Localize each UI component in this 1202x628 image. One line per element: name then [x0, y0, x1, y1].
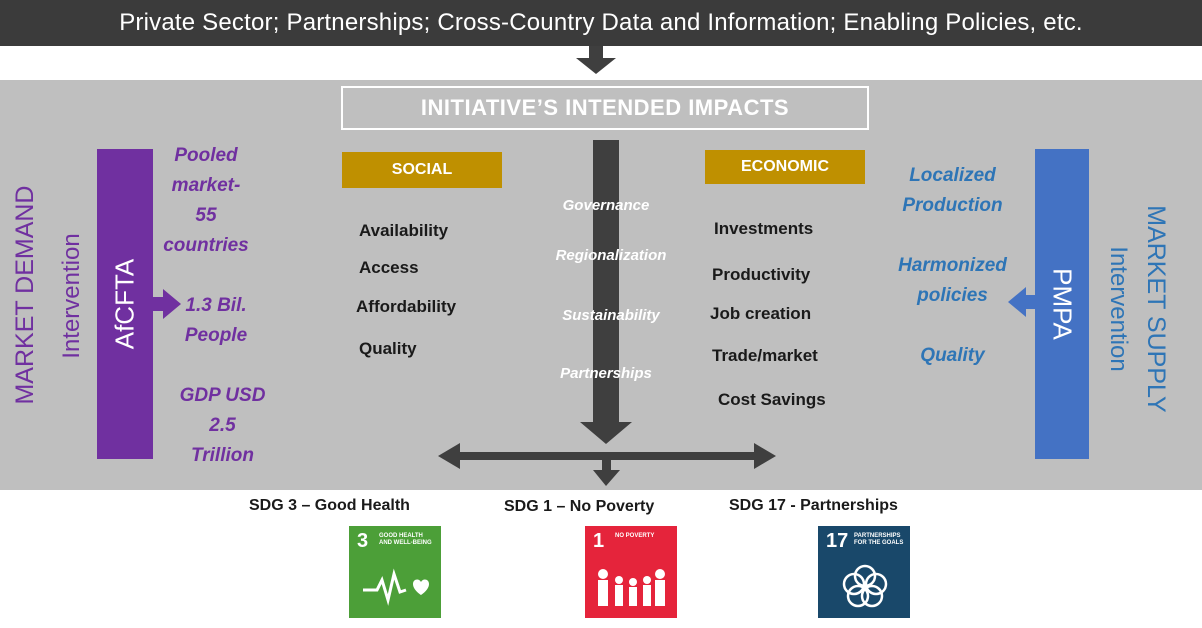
economic-item: Trade/market: [712, 346, 818, 365]
sdg-3-label: SDG 3 – Good Health: [249, 497, 410, 514]
right-stat-2: Harmonized policies: [898, 255, 1007, 306]
left-stat-2: 1.3 Bil. People: [184, 295, 248, 346]
sdg-3-number: 3: [357, 530, 369, 552]
right-stat-3: Quality: [920, 345, 985, 366]
sdg-1-number: 1: [593, 530, 605, 552]
sdg-3-tile: 3 GOOD HEALTH AND WELL-BEING: [349, 526, 441, 618]
afcfta-arrow: [150, 289, 181, 319]
economic-item: Cost Savings: [718, 390, 826, 409]
right-intervention-label: Intervention: [1105, 246, 1132, 372]
economic-item: Job creation: [710, 304, 812, 323]
right-stat-1: Localized Production: [902, 165, 1003, 216]
sdg-17-title: PARTNERSHIPS FOR THE GOALS: [854, 533, 904, 546]
sdg-1-label: SDG 1 – No Poverty: [504, 498, 655, 515]
market-supply-label: MARKET SUPPLY: [1142, 205, 1170, 413]
pmpa-bar: PMPA: [1035, 149, 1089, 459]
sdg-1-tile: 1 NO POVERTY: [585, 526, 677, 618]
social-item: Access: [359, 258, 419, 277]
middle-item: Partnerships: [560, 365, 652, 382]
left-stat-1: Pooled market- 55 countries: [163, 145, 249, 256]
middle-item: Sustainability: [562, 307, 660, 324]
pmpa-label: PMPA: [1047, 268, 1078, 340]
left-stat-3: GDP USD 2.5 Trillion: [179, 385, 266, 466]
sdg-3-title: GOOD HEALTH AND WELL-BEING: [379, 533, 432, 546]
sdg-17-tile: 17 PARTNERSHIPS FOR THE GOALS: [818, 526, 910, 618]
social-header: SOCIAL: [342, 152, 502, 188]
social-item: Affordability: [356, 297, 457, 316]
middle-item: Governance: [562, 197, 650, 214]
banner-down-arrow: [576, 46, 616, 74]
middle-item: Regionalization: [555, 247, 667, 264]
sdg-1-title: NO POVERTY: [615, 533, 655, 539]
sdg-17-label: SDG 17 - Partnerships: [729, 497, 898, 514]
top-banner: Private Sector; Partnerships; Cross-Coun…: [0, 0, 1202, 46]
impacts-title-text: INITIATIVE’S INTENDED IMPACTS: [420, 95, 790, 120]
pmpa-arrow: [1008, 287, 1039, 317]
rings-icon: [842, 564, 888, 608]
economic-item: Productivity: [712, 265, 811, 284]
afcfta-bar: AfCFTA: [97, 149, 153, 459]
family-icon: [598, 569, 665, 606]
sdg-17-number: 17: [826, 530, 849, 552]
heartbeat-icon: [363, 568, 429, 606]
top-banner-text: Private Sector; Partnerships; Cross-Coun…: [119, 9, 1083, 36]
economic-item: Investments: [714, 219, 814, 238]
economic-header: ECONOMIC: [705, 150, 865, 184]
social-item: Availability: [359, 221, 449, 240]
impacts-title: INITIATIVE’S INTENDED IMPACTS: [341, 86, 869, 130]
social-item: Quality: [359, 339, 417, 358]
